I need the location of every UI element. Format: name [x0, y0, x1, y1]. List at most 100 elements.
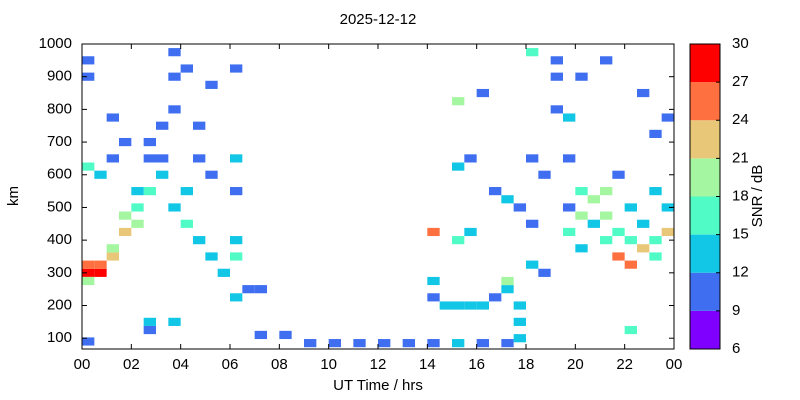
heat-cell	[254, 330, 267, 340]
heat-cell	[82, 56, 95, 65]
heat-cell	[563, 203, 576, 212]
x-tick-label: 08	[271, 356, 288, 373]
y-tick-label: 400	[47, 231, 72, 248]
colorbar-tick-label: 9	[732, 302, 740, 319]
y-tick-label: 100	[47, 329, 72, 346]
heat-cell	[193, 236, 206, 245]
heat-cell	[661, 227, 674, 237]
heat-cell	[526, 219, 539, 228]
heat-cell	[575, 211, 588, 220]
heat-cell	[353, 339, 366, 348]
heat-cell	[82, 268, 95, 277]
heat-cell	[649, 187, 662, 196]
heat-cell	[230, 187, 243, 196]
heat-cell	[143, 137, 156, 147]
x-axis-label: UT Time / hrs	[333, 377, 423, 394]
heat-cell	[538, 268, 551, 277]
heat-cell	[427, 227, 440, 237]
heat-cell	[180, 187, 193, 196]
heat-cell	[205, 252, 218, 261]
heat-cell	[661, 113, 674, 122]
heat-cell	[193, 121, 206, 130]
x-tick-label: 20	[567, 356, 584, 373]
heat-cell	[427, 276, 440, 286]
heat-cell	[501, 276, 514, 286]
heat-cell	[106, 244, 119, 253]
heat-cell	[230, 252, 243, 261]
heat-cell	[624, 260, 637, 269]
y-tick-label: 1000	[39, 35, 72, 52]
heat-cell	[563, 154, 576, 163]
heat-cell	[624, 325, 637, 335]
heat-cell	[254, 285, 267, 294]
heat-cell	[464, 227, 477, 237]
heat-cell	[439, 301, 452, 310]
colorbar-tick-label: 27	[732, 73, 749, 90]
heat-cell	[649, 252, 662, 261]
heat-cell	[600, 56, 613, 65]
colorbar-tick-label: 24	[732, 111, 749, 128]
heat-cell	[464, 154, 477, 163]
heat-cell	[230, 154, 243, 163]
x-tick-label: 16	[468, 356, 485, 373]
colorbar-tick-label: 6	[732, 340, 740, 357]
heat-cell	[156, 154, 169, 163]
heat-cell	[452, 97, 465, 106]
heat-cell	[550, 56, 563, 65]
heat-cell	[661, 203, 674, 212]
heat-cell	[526, 48, 539, 57]
heat-cell	[427, 293, 440, 302]
heat-cell	[82, 72, 95, 81]
x-tick-label: 12	[370, 356, 387, 373]
heat-cell	[649, 236, 662, 245]
heat-cell	[82, 162, 95, 171]
heat-cell	[143, 325, 156, 335]
heat-cell	[637, 244, 650, 253]
heat-cell	[168, 105, 181, 114]
colorbar-segment	[690, 310, 720, 349]
heat-cell	[205, 80, 218, 89]
heat-cell	[94, 260, 107, 269]
y-tick-label: 900	[47, 68, 72, 85]
heat-cell	[279, 330, 292, 340]
heat-cell	[513, 301, 526, 310]
heat-cell	[637, 219, 650, 228]
heat-cell	[489, 293, 502, 302]
x-tick-label: 06	[222, 356, 239, 373]
heat-cell	[82, 276, 95, 286]
heat-cell	[205, 170, 218, 179]
heat-cell	[168, 72, 181, 81]
heat-cell	[649, 129, 662, 138]
x-tick-label: 14	[419, 356, 436, 373]
chart-title: 2025-12-12	[340, 11, 417, 28]
heat-cell	[119, 227, 132, 237]
colorbar-label: SNR / dB	[749, 165, 766, 228]
heat-cell	[131, 219, 144, 228]
y-tick-label: 500	[47, 198, 72, 215]
colorbar-tick-label: 15	[732, 226, 749, 243]
heat-cell	[501, 285, 514, 294]
heat-cell	[452, 339, 465, 348]
y-tick-label: 300	[47, 264, 72, 281]
heat-cell	[230, 293, 243, 302]
heat-cell	[612, 170, 625, 179]
heat-cell	[168, 48, 181, 57]
heat-cell	[600, 187, 613, 196]
heat-cell	[538, 170, 551, 179]
heat-cell	[575, 187, 588, 196]
heat-cell	[180, 64, 193, 73]
heat-cell	[513, 203, 526, 212]
x-tick-label: 00	[74, 356, 91, 373]
heat-cell	[513, 317, 526, 326]
colorbar-segment	[690, 82, 720, 121]
heat-cell	[476, 339, 489, 348]
heat-cell	[575, 72, 588, 81]
heat-cell	[230, 64, 243, 73]
heat-cell	[168, 203, 181, 212]
colorbar-tick-label: 30	[732, 35, 749, 52]
heat-cell	[452, 301, 465, 310]
heat-cell	[600, 236, 613, 245]
heat-cell	[143, 187, 156, 196]
